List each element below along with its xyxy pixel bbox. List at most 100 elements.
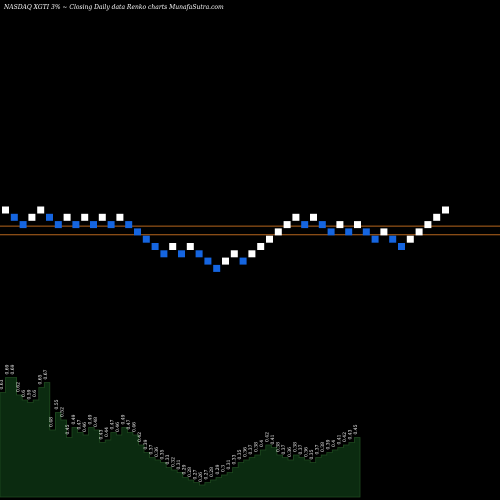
area-value-label: 0.47 — [110, 419, 116, 429]
renko-brick-down — [142, 235, 150, 243]
area-value-label: 0.45 — [353, 424, 359, 434]
area-value-label: 0.3 — [220, 465, 226, 472]
renko-brick-down — [318, 221, 326, 229]
renko-brick-down — [239, 257, 247, 265]
renko-brick-up — [222, 257, 229, 265]
area-value-label: 0.48 — [93, 417, 99, 427]
area-value-label: 0.42 — [342, 432, 348, 442]
area-value-label: 0.43 — [348, 429, 354, 439]
area-value-label: 0.67 — [43, 369, 49, 379]
area-value-label: 0.42 — [137, 432, 143, 442]
area-value-label: 0.49 — [87, 414, 93, 424]
area-value-label: 0.38 — [292, 442, 298, 452]
renko-brick-up — [292, 213, 300, 221]
renko-brick-up — [230, 250, 238, 258]
renko-brick-down — [204, 257, 212, 265]
renko-brick-up — [2, 206, 9, 214]
area-value-label: 0.47 — [126, 419, 132, 429]
area-value-label: 0.69 — [10, 364, 16, 374]
renko-brick-up — [406, 235, 414, 243]
area-value-label: 0.48 — [49, 417, 55, 427]
area-value-label: 0.69 — [4, 364, 10, 374]
area-value-label: 0.36 — [243, 447, 249, 457]
area-value-label: 0.35 — [159, 449, 165, 459]
area-value-label: 0.52 — [60, 407, 66, 417]
area-value-label: 0.63 — [0, 379, 5, 389]
renko-brick-down — [213, 264, 221, 272]
renko-brick-down — [345, 228, 353, 236]
area-value-label: 0.62 — [15, 382, 21, 392]
area-value-label: 0.4 — [331, 440, 337, 447]
renko-brick-down — [151, 243, 159, 250]
area-value-label: 0.28 — [187, 467, 193, 477]
area-value-label: 0.36 — [287, 447, 293, 457]
renko-brick-up — [266, 235, 273, 243]
area-value-label: 0.36 — [303, 447, 309, 457]
renko-brick-down — [160, 250, 168, 258]
renko-brick-up — [28, 213, 36, 221]
area-value-label: 0.46 — [132, 422, 138, 432]
renko-brick-down — [398, 243, 405, 250]
area-value-label: 0.37 — [281, 444, 287, 454]
price-area — [0, 377, 361, 498]
area-value-label: 0.32 — [171, 457, 177, 467]
area-value-label: 0.6 — [21, 390, 27, 397]
area-value-label: 0.37 — [298, 444, 304, 454]
area-value-label: 0.46 — [115, 422, 121, 432]
area-value-label: 0.49 — [121, 414, 127, 424]
area-value-label: 0.29 — [215, 464, 221, 474]
area-value-label: 0.35 — [309, 449, 315, 459]
area-value-label: 0.42 — [265, 432, 271, 442]
renko-brick-up — [248, 250, 256, 258]
renko-brick-down — [178, 250, 185, 258]
area-value-label: 0.44 — [104, 427, 110, 437]
price-area-panel: 0.630.69 0.690.620.6 0.59 0.60.65 0.670.480.… — [0, 364, 361, 498]
area-value-label: 0.36 — [154, 447, 160, 457]
renko-brick-down — [107, 221, 115, 229]
area-value-label: 0.49 — [71, 414, 77, 424]
renko-brick-up — [380, 228, 388, 236]
renko-brick-up — [169, 243, 177, 250]
area-value-label: 0.45 — [65, 424, 71, 434]
area-value-label: 0.38 — [276, 442, 282, 452]
area-value-label: 0.55 — [54, 399, 60, 409]
area-value-label: 0.37 — [148, 444, 154, 454]
renko-brick-down — [19, 221, 27, 229]
area-value-label: 0.43 — [99, 429, 105, 439]
area-value-label: 0.28 — [209, 467, 215, 477]
renko-brick-up — [433, 213, 441, 221]
renko-brick-up — [257, 243, 265, 250]
renko-brick-down — [90, 221, 97, 229]
renko-brick-up — [424, 221, 432, 229]
area-value-label: 0.29 — [182, 464, 188, 474]
renko-brick-down — [72, 221, 80, 229]
renko-brick-up — [186, 243, 194, 250]
area-value-label: 0.31 — [176, 459, 182, 469]
area-value-label: 0.39 — [326, 439, 332, 449]
renko-brick-down — [46, 213, 53, 221]
area-value-label: 0.38 — [254, 442, 260, 452]
area-value-label: 0.41 — [270, 434, 276, 444]
area-value-label: 0.39 — [143, 439, 149, 449]
area-value-label: 0.33 — [231, 454, 237, 464]
area-value-label: 0.37 — [315, 444, 321, 454]
renko-brick-up — [310, 213, 317, 221]
renko-brick-up — [37, 206, 45, 214]
renko-brick-down — [389, 235, 397, 243]
area-value-label: 0.46 — [82, 422, 88, 432]
area-value-label: 0.41 — [337, 434, 343, 444]
area-value-label: 0.47 — [76, 419, 82, 429]
renko-brick-down — [371, 235, 379, 243]
area-value-label: 0.26 — [198, 472, 204, 482]
renko-brick-up — [336, 221, 344, 229]
area-value-label: 0.4 — [259, 440, 265, 447]
renko-brick-down — [195, 250, 203, 258]
area-value-label: 0.31 — [226, 459, 232, 469]
chart-header: NASDAQ XGTI 3% ~ Closing Daily data Renk… — [3, 4, 224, 11]
renko-brick-down — [125, 221, 133, 229]
area-value-label: 0.6 — [32, 390, 38, 397]
area-value-label: 0.27 — [204, 469, 210, 479]
renko-brick-down — [327, 228, 335, 236]
